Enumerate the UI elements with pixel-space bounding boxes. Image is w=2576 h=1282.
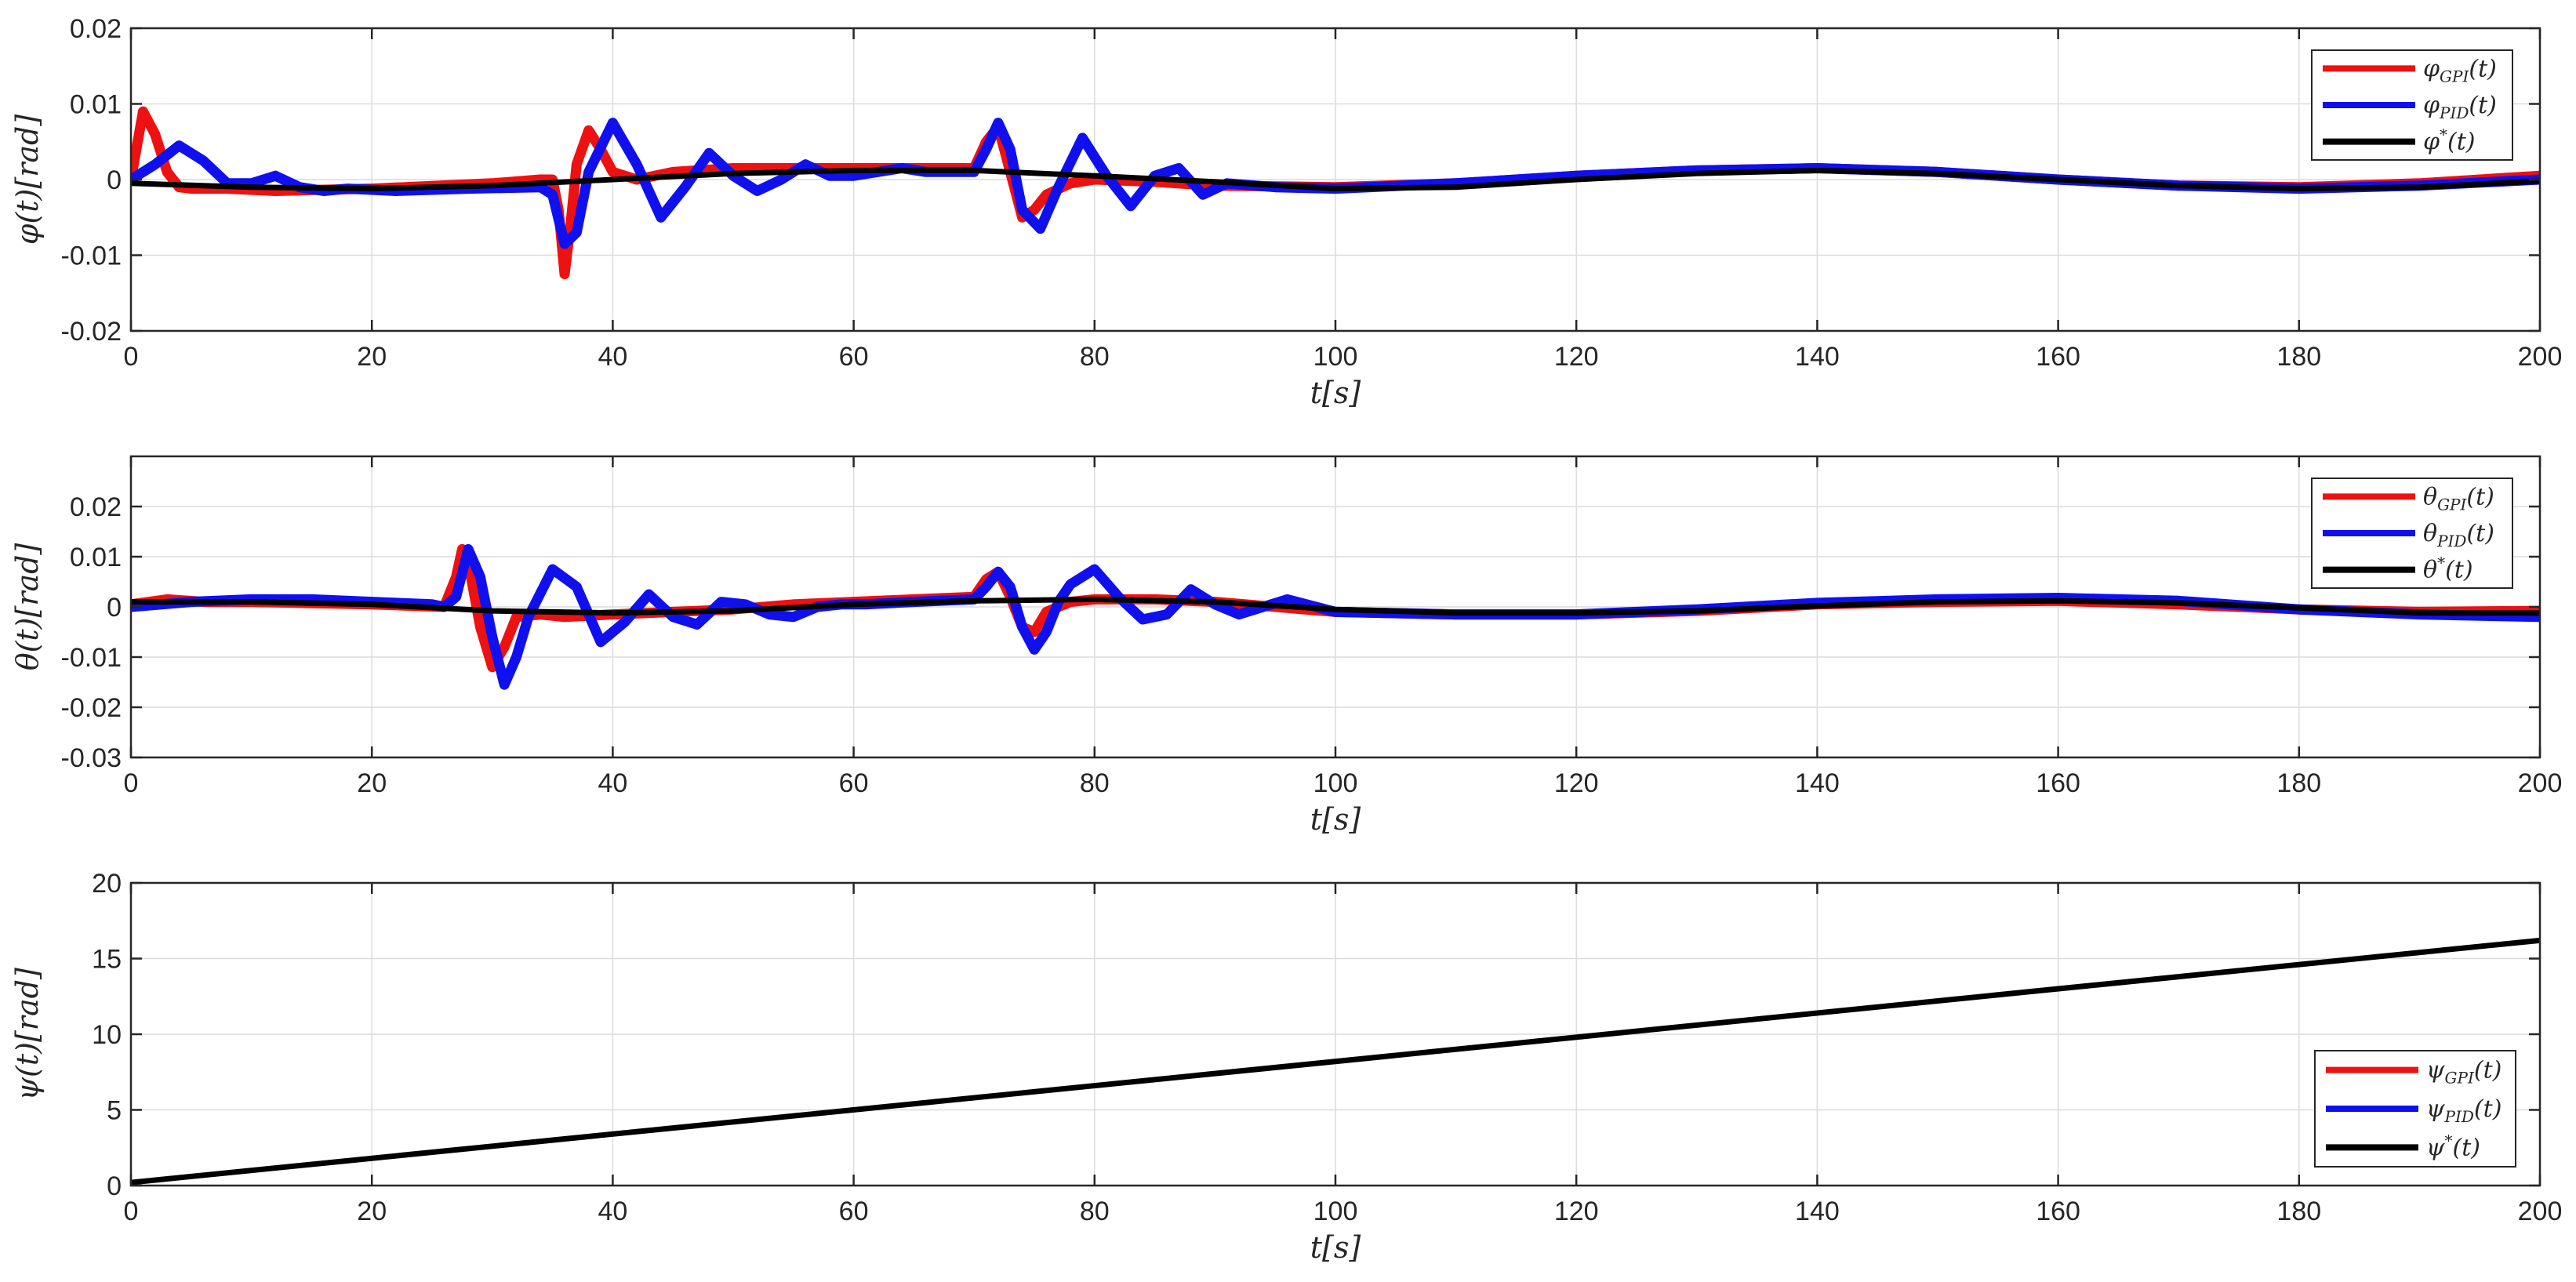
- y-axis-label: ψ(t)[rad]: [10, 968, 45, 1101]
- x-tick-label: 20: [357, 342, 387, 372]
- series-line-reference: [131, 596, 2540, 616]
- legend-entry: ψ*(t): [2426, 1131, 2480, 1161]
- y-tick-label: 0.02: [70, 14, 122, 44]
- y-tick-label: -0.03: [61, 743, 122, 773]
- series-group: [131, 937, 2540, 1186]
- x-axis-label: t[s]: [1310, 1230, 1361, 1265]
- series-group: [131, 106, 2540, 280]
- chart-panel-2: 0 20 40 60 80 100 120 140 160 180 200 -0.03 -0.02 -0.…: [10, 455, 2563, 837]
- x-tick-label: 200: [2518, 768, 2563, 798]
- x-tick-label: 140: [1795, 342, 1840, 372]
- x-tick-label: 120: [1554, 768, 1599, 798]
- x-tick-label: 200: [2518, 342, 2563, 372]
- y-tick-label: -0.01: [61, 643, 122, 673]
- y-tick-label: -0.02: [61, 693, 122, 723]
- legend-entry: ψPID(t): [2426, 1095, 2502, 1126]
- legend-entry: φPID(t): [2423, 92, 2497, 122]
- y-tick-label: 0.01: [70, 90, 122, 120]
- x-tick-label: 180: [2276, 342, 2321, 372]
- x-tick-label: 60: [839, 768, 869, 798]
- y-tick-label: 5: [107, 1096, 122, 1126]
- x-tick-label: 80: [1080, 1197, 1110, 1226]
- x-tick-label: 180: [2276, 1197, 2321, 1226]
- y-tick-label: 0.01: [70, 543, 122, 572]
- legend: φGPI(t) φPID(t)φ*(t): [2311, 49, 2513, 161]
- x-tick-label: 200: [2518, 1197, 2563, 1226]
- x-tick-label: 160: [2036, 342, 2080, 372]
- y-tick-label: 20: [92, 869, 122, 899]
- x-tick-label: 60: [839, 1197, 869, 1226]
- legend-entry: θPID(t): [2423, 520, 2494, 550]
- legend-entry: θ*(t): [2423, 554, 2473, 584]
- x-tick-label: 140: [1795, 1197, 1840, 1226]
- x-tick-label: 40: [598, 1197, 627, 1226]
- x-tick-label: 100: [1313, 768, 1358, 798]
- x-tick-label: 180: [2276, 768, 2321, 798]
- legend: θGPI(t) θPID(t) θ*(t): [2311, 478, 2513, 589]
- y-tick-label: 15: [92, 945, 122, 975]
- x-tick-label: 120: [1554, 342, 1599, 372]
- x-tick-label: 120: [1554, 1197, 1599, 1226]
- x-tick-label: 0: [124, 768, 139, 798]
- x-tick-label: 20: [357, 768, 387, 798]
- x-tick-label: 100: [1313, 1197, 1358, 1226]
- y-tick-label: 0: [107, 165, 122, 195]
- chart-panel-3: 0 20 40 60 80 100 120 140 160 180 200 0 5 10 15 20 t[s] ψ…: [10, 869, 2562, 1265]
- y-tick-label: 0: [107, 593, 122, 623]
- x-tick-label: 140: [1795, 768, 1840, 798]
- y-tick-label: 10: [92, 1020, 122, 1050]
- x-tick-label: 40: [598, 342, 627, 372]
- legend-entry: θGPI(t): [2423, 483, 2494, 514]
- y-axis-label: φ(t)[rad]: [10, 114, 45, 245]
- x-tick-label: 0: [124, 342, 139, 372]
- legend-entry: φ*(t): [2423, 125, 2475, 156]
- y-tick-label: 0: [107, 1171, 122, 1201]
- x-tick-label: 80: [1080, 342, 1110, 372]
- y-axis-label: θ(t)[rad]: [10, 543, 45, 671]
- legend: ψGPI(t) ψPID(t) ψ*(t): [2314, 1050, 2516, 1168]
- series-line-reference: [131, 167, 2540, 192]
- x-tick-label: 60: [839, 342, 869, 372]
- legend-entry: φGPI(t): [2423, 55, 2497, 85]
- y-tick-label: -0.01: [61, 242, 122, 271]
- x-tick-label: 40: [598, 768, 627, 798]
- series-group: [131, 543, 2540, 690]
- x-tick-label: 0: [124, 1197, 139, 1226]
- x-tick-label: 80: [1080, 768, 1110, 798]
- x-tick-label: 20: [357, 1197, 387, 1226]
- x-tick-label: 160: [2036, 768, 2080, 798]
- y-tick-label: -0.02: [61, 317, 122, 347]
- x-axis-label: t[s]: [1310, 802, 1361, 837]
- chart-panel-1: 0 20 40 60 80 100 120 140 160 180 200 -0.02 -0.01 0 0.…: [10, 14, 2562, 410]
- legend-entry: ψGPI(t): [2426, 1057, 2502, 1088]
- x-tick-label: 100: [1313, 342, 1358, 372]
- y-tick-label: 0.02: [70, 492, 122, 522]
- series-line-reference: [131, 937, 2540, 1186]
- x-axis-label: t[s]: [1310, 376, 1361, 410]
- x-tick-label: 160: [2036, 1197, 2080, 1226]
